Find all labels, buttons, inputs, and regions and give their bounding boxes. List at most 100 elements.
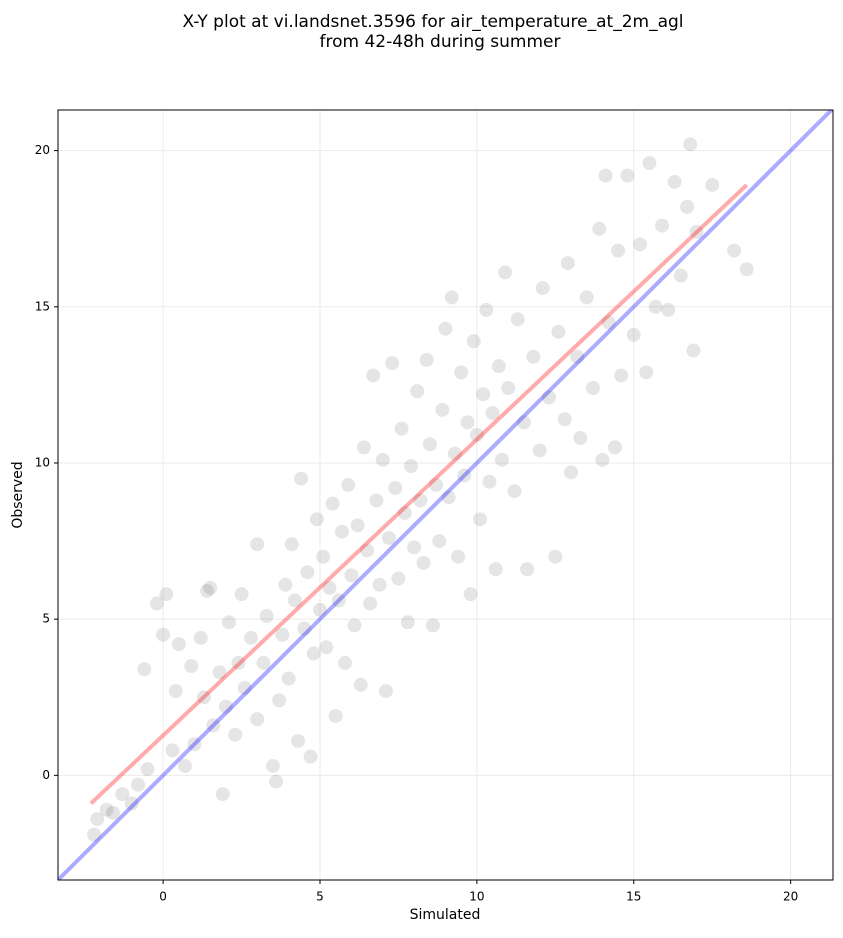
point bbox=[375, 452, 390, 467]
point bbox=[356, 440, 371, 455]
point bbox=[269, 774, 284, 789]
point bbox=[457, 468, 472, 483]
point bbox=[137, 662, 152, 677]
point bbox=[297, 621, 312, 636]
point bbox=[165, 743, 180, 758]
point bbox=[168, 684, 183, 699]
point bbox=[491, 359, 506, 374]
point bbox=[410, 384, 425, 399]
point bbox=[278, 577, 293, 592]
point bbox=[447, 446, 462, 461]
point bbox=[385, 356, 400, 371]
point bbox=[243, 630, 258, 645]
point bbox=[281, 671, 296, 686]
point bbox=[87, 827, 102, 842]
y-tick-label: 0 bbox=[42, 768, 50, 782]
point bbox=[482, 474, 497, 489]
point bbox=[485, 406, 500, 421]
point bbox=[432, 534, 447, 549]
point bbox=[454, 365, 469, 380]
point bbox=[196, 690, 211, 705]
point bbox=[400, 615, 415, 630]
point bbox=[382, 530, 397, 545]
point bbox=[291, 733, 306, 748]
point bbox=[397, 505, 412, 520]
x-tick-label: 10 bbox=[469, 890, 484, 904]
point bbox=[435, 402, 450, 417]
point bbox=[425, 618, 440, 633]
point bbox=[654, 218, 669, 233]
point bbox=[429, 477, 444, 492]
point bbox=[366, 368, 381, 383]
point bbox=[639, 365, 654, 380]
point bbox=[542, 390, 557, 405]
x-tick-label: 0 bbox=[159, 890, 167, 904]
point bbox=[592, 221, 607, 236]
point bbox=[218, 699, 233, 714]
point bbox=[680, 199, 695, 214]
point bbox=[494, 452, 509, 467]
point bbox=[140, 762, 155, 777]
y-axis-label: Observed bbox=[10, 461, 26, 528]
point bbox=[156, 627, 171, 642]
point bbox=[598, 168, 613, 183]
point bbox=[595, 452, 610, 467]
point bbox=[479, 302, 494, 317]
point bbox=[328, 709, 343, 724]
point bbox=[413, 493, 428, 508]
y-tick-label: 10 bbox=[35, 455, 50, 469]
chart-title: X-Y plot at vi.landsnet.3596 for air_tem… bbox=[182, 12, 683, 32]
point bbox=[237, 680, 252, 695]
point bbox=[272, 693, 287, 708]
x-tick-label: 5 bbox=[316, 890, 324, 904]
point bbox=[416, 555, 431, 570]
point bbox=[548, 549, 563, 564]
point bbox=[601, 315, 616, 330]
point bbox=[222, 615, 237, 630]
point bbox=[212, 665, 227, 680]
point bbox=[510, 312, 525, 327]
point bbox=[419, 352, 434, 367]
point bbox=[488, 562, 503, 577]
point bbox=[347, 618, 362, 633]
point bbox=[579, 290, 594, 305]
point bbox=[407, 540, 422, 555]
point bbox=[360, 543, 375, 558]
fit-line bbox=[89, 183, 749, 805]
point bbox=[259, 609, 274, 624]
point bbox=[573, 430, 588, 445]
point bbox=[451, 549, 466, 564]
point bbox=[338, 655, 353, 670]
point bbox=[206, 718, 221, 733]
point bbox=[642, 156, 657, 171]
point bbox=[369, 493, 384, 508]
point bbox=[363, 596, 378, 611]
point bbox=[131, 777, 146, 792]
point bbox=[184, 659, 199, 674]
point bbox=[689, 224, 704, 239]
point bbox=[501, 381, 516, 396]
point bbox=[498, 265, 513, 280]
plot-area bbox=[58, 110, 833, 880]
point bbox=[507, 484, 522, 499]
point bbox=[287, 593, 302, 608]
point bbox=[557, 412, 572, 427]
point bbox=[516, 415, 531, 430]
point bbox=[275, 627, 290, 642]
point bbox=[265, 758, 280, 773]
point bbox=[739, 262, 754, 277]
point bbox=[667, 174, 682, 189]
point bbox=[187, 737, 202, 752]
point bbox=[309, 512, 324, 527]
point bbox=[228, 727, 243, 742]
point bbox=[105, 805, 120, 820]
plot-frame bbox=[57, 109, 834, 881]
point bbox=[535, 281, 550, 296]
point bbox=[115, 787, 130, 802]
point bbox=[319, 640, 334, 655]
point bbox=[620, 168, 635, 183]
point bbox=[350, 518, 365, 533]
point bbox=[250, 537, 265, 552]
point bbox=[570, 349, 585, 364]
point bbox=[391, 571, 406, 586]
